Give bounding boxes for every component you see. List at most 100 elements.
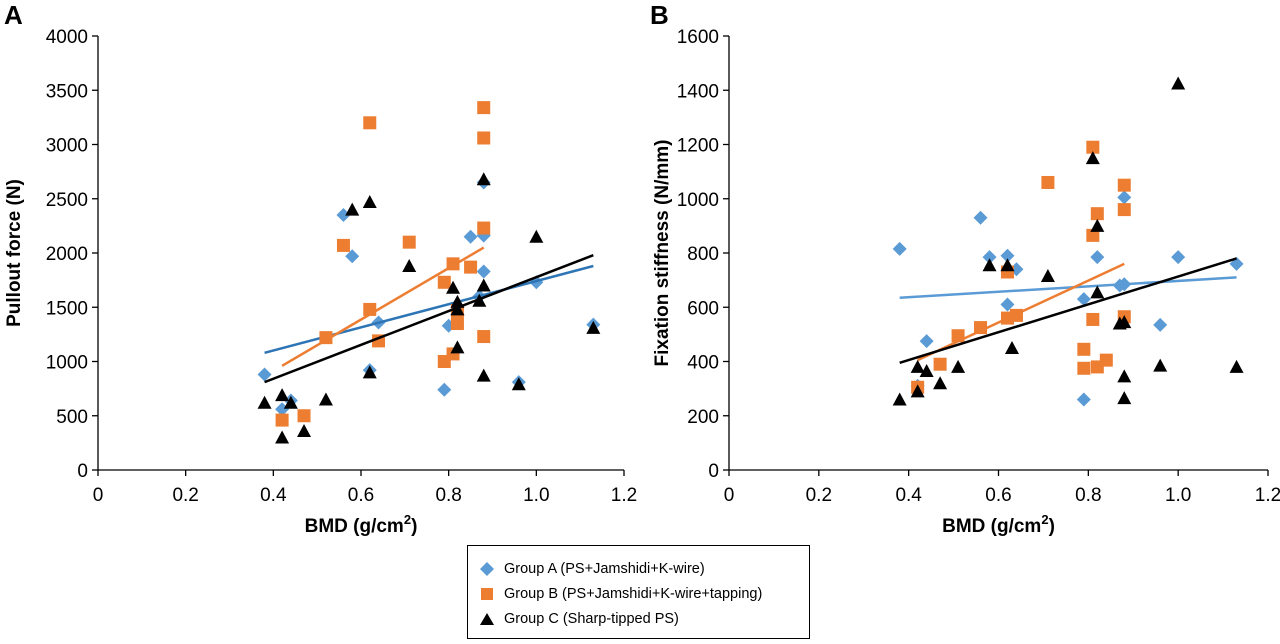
panel-b-point-group-c xyxy=(933,376,948,390)
panel-a-point-group-c xyxy=(450,294,465,308)
panel-a-point-group-b xyxy=(477,131,491,145)
panel-a-point-group-a xyxy=(345,249,360,264)
panel-b-y-tick-label: 200 xyxy=(687,407,719,428)
panel-b-y-tick-label: 400 xyxy=(687,353,719,374)
panel-b-point-group-c xyxy=(1117,315,1132,329)
panel-a-letter: A xyxy=(4,0,23,30)
panel-b-point-group-b xyxy=(1090,207,1104,221)
panel-b-point-group-b xyxy=(933,357,947,371)
panel-a-y-tick-label: 0 xyxy=(77,461,88,482)
panel-b-point-group-a xyxy=(1090,250,1105,265)
panel-b-point-group-c xyxy=(1040,269,1055,283)
panel-a-point-group-b xyxy=(477,101,491,115)
panel-a-y-tick-label: 3000 xyxy=(46,136,88,157)
panel-a-point-group-a xyxy=(437,382,452,397)
panel-b-point-group-c xyxy=(1090,285,1105,299)
panel-b-point-group-c xyxy=(919,363,934,377)
panel-b-trendline-group-b xyxy=(917,262,1125,362)
panel-b-y-tick-label: 800 xyxy=(687,244,719,265)
panel-b-point-group-a xyxy=(1153,317,1168,332)
panel-a-x-tick-label: 0.6 xyxy=(348,485,374,506)
panel-b-point-group-b xyxy=(1099,353,1113,367)
panel-a-point-group-c xyxy=(318,392,333,406)
panel-a-point-group-c xyxy=(450,340,465,354)
panel-b-point-group-b xyxy=(1086,312,1100,326)
panel-b-point-group-b xyxy=(1086,140,1100,154)
panel-b-x-tick-label: 0.6 xyxy=(985,485,1011,506)
panel-b-point-group-a xyxy=(973,210,988,225)
panel-a-point-group-c xyxy=(586,320,601,334)
panel-a-y-tick-label: 2000 xyxy=(46,244,88,265)
panel-a-point-group-c xyxy=(345,202,360,216)
panel-a-y-tick-label: 2500 xyxy=(46,190,88,211)
triangle-marker-icon xyxy=(480,613,494,625)
panel-a-point-group-a xyxy=(463,229,478,244)
panel-a-point-group-b xyxy=(477,330,491,344)
legend-label-group-b: Group B (PS+Jamshidi+K-wire+tapping) xyxy=(504,586,763,602)
panel-b-point-group-a xyxy=(982,250,997,265)
panel-b-point-group-b xyxy=(1117,178,1131,192)
panel-b-point-group-a xyxy=(919,334,934,349)
panel-b-point-group-c xyxy=(1117,369,1132,383)
panel-b-point-group-c xyxy=(982,258,997,272)
panel-a-point-group-b xyxy=(297,409,311,423)
diamond-marker-icon xyxy=(480,562,494,576)
panel-b-y-tick-label: 1600 xyxy=(677,27,719,48)
panel-b-point-group-c xyxy=(1153,358,1168,372)
panel-b-x-tick-label: 0.2 xyxy=(806,485,832,506)
panel-a-point-group-c xyxy=(257,395,272,409)
panel-b-x-tick-label: 0 xyxy=(724,485,735,506)
panel-a-point-group-b xyxy=(477,221,491,235)
panel-b-point-group-c xyxy=(910,384,925,398)
panel-b-point-group-b xyxy=(974,321,988,335)
panel-a-point-group-b xyxy=(464,260,478,274)
legend-item-group-a: Group A (PS+Jamshidi+K-wire) xyxy=(480,558,705,580)
panel-a-point-group-c xyxy=(476,278,491,292)
panel-b-x-tick-label: 0.4 xyxy=(895,485,922,506)
panel-b-point-group-c xyxy=(951,359,966,373)
panel-b-point-group-c xyxy=(1000,258,1015,272)
panel-b-point-group-b xyxy=(1041,175,1055,189)
panel-b-point-group-c xyxy=(1117,391,1132,405)
panel-b-x-tick-label: 1.0 xyxy=(1165,485,1191,506)
panel-b-x-tick-label: 0.8 xyxy=(1075,485,1101,506)
panel-a-y-tick-label: 4000 xyxy=(46,27,88,48)
panel-b-point-group-b xyxy=(1077,361,1091,375)
panel-a-point-group-c xyxy=(297,423,312,437)
legend-label-group-c: Group C (Sharp-tipped PS) xyxy=(504,611,679,627)
legend: Group A (PS+Jamshidi+K-wire) Group B (PS… xyxy=(467,545,810,639)
legend-item-group-c: Group C (Sharp-tipped PS) xyxy=(480,608,679,630)
panel-b-point-group-c xyxy=(1171,76,1186,90)
panel-a-point-group-b xyxy=(275,413,289,427)
square-marker-icon xyxy=(481,588,493,600)
panel-a-point-group-a xyxy=(257,367,272,382)
panel-b-point-group-c xyxy=(892,392,907,406)
panel-b-trendline-group-c xyxy=(899,257,1237,365)
panel-b-y-tick-label: 1000 xyxy=(677,190,719,211)
panel-b-point-group-a xyxy=(1000,248,1015,263)
panel-b-y-tick-label: 1200 xyxy=(677,136,719,157)
panel-a-y-tick-label: 3500 xyxy=(46,81,88,102)
panel-b-x-axis-title: BMD (g/cm2) xyxy=(942,512,1055,537)
panel-b-trendline-group-a xyxy=(899,276,1237,300)
panel-b-y-tick-label: 600 xyxy=(687,298,719,319)
panel-a-point-group-b xyxy=(363,116,377,130)
legend-label-group-a: Group A (PS+Jamshidi+K-wire) xyxy=(504,561,705,577)
panel-a-point-group-c xyxy=(529,229,544,243)
panel-a-point-group-c xyxy=(511,377,526,391)
panel-b-point-group-a xyxy=(1076,292,1091,307)
panel-b-point-group-c xyxy=(1004,340,1019,354)
panel-b-point-group-a xyxy=(1076,392,1091,407)
panel-a-x-tick-label: 1.2 xyxy=(611,485,637,506)
panel-b-y-tick-label: 1400 xyxy=(677,81,719,102)
panel-a-x-axis-title: BMD (g/cm2) xyxy=(305,512,418,537)
panel-a-point-group-b xyxy=(402,235,416,249)
panel-a: A 0 500 1000 1500 2000 2500 3000 3500 4000 0 0.2 0.4… xyxy=(4,0,637,537)
panel-b-y-axis-title: Fixation stiffness (N/mm) xyxy=(652,140,673,367)
legend-item-group-b: Group B (PS+Jamshidi+K-wire+tapping) xyxy=(480,583,762,605)
panel-a-point-group-c xyxy=(476,172,491,186)
panel-a-point-group-b xyxy=(450,317,464,331)
panel-b-point-group-c xyxy=(1085,151,1100,165)
panel-b-point-group-a xyxy=(892,241,907,256)
